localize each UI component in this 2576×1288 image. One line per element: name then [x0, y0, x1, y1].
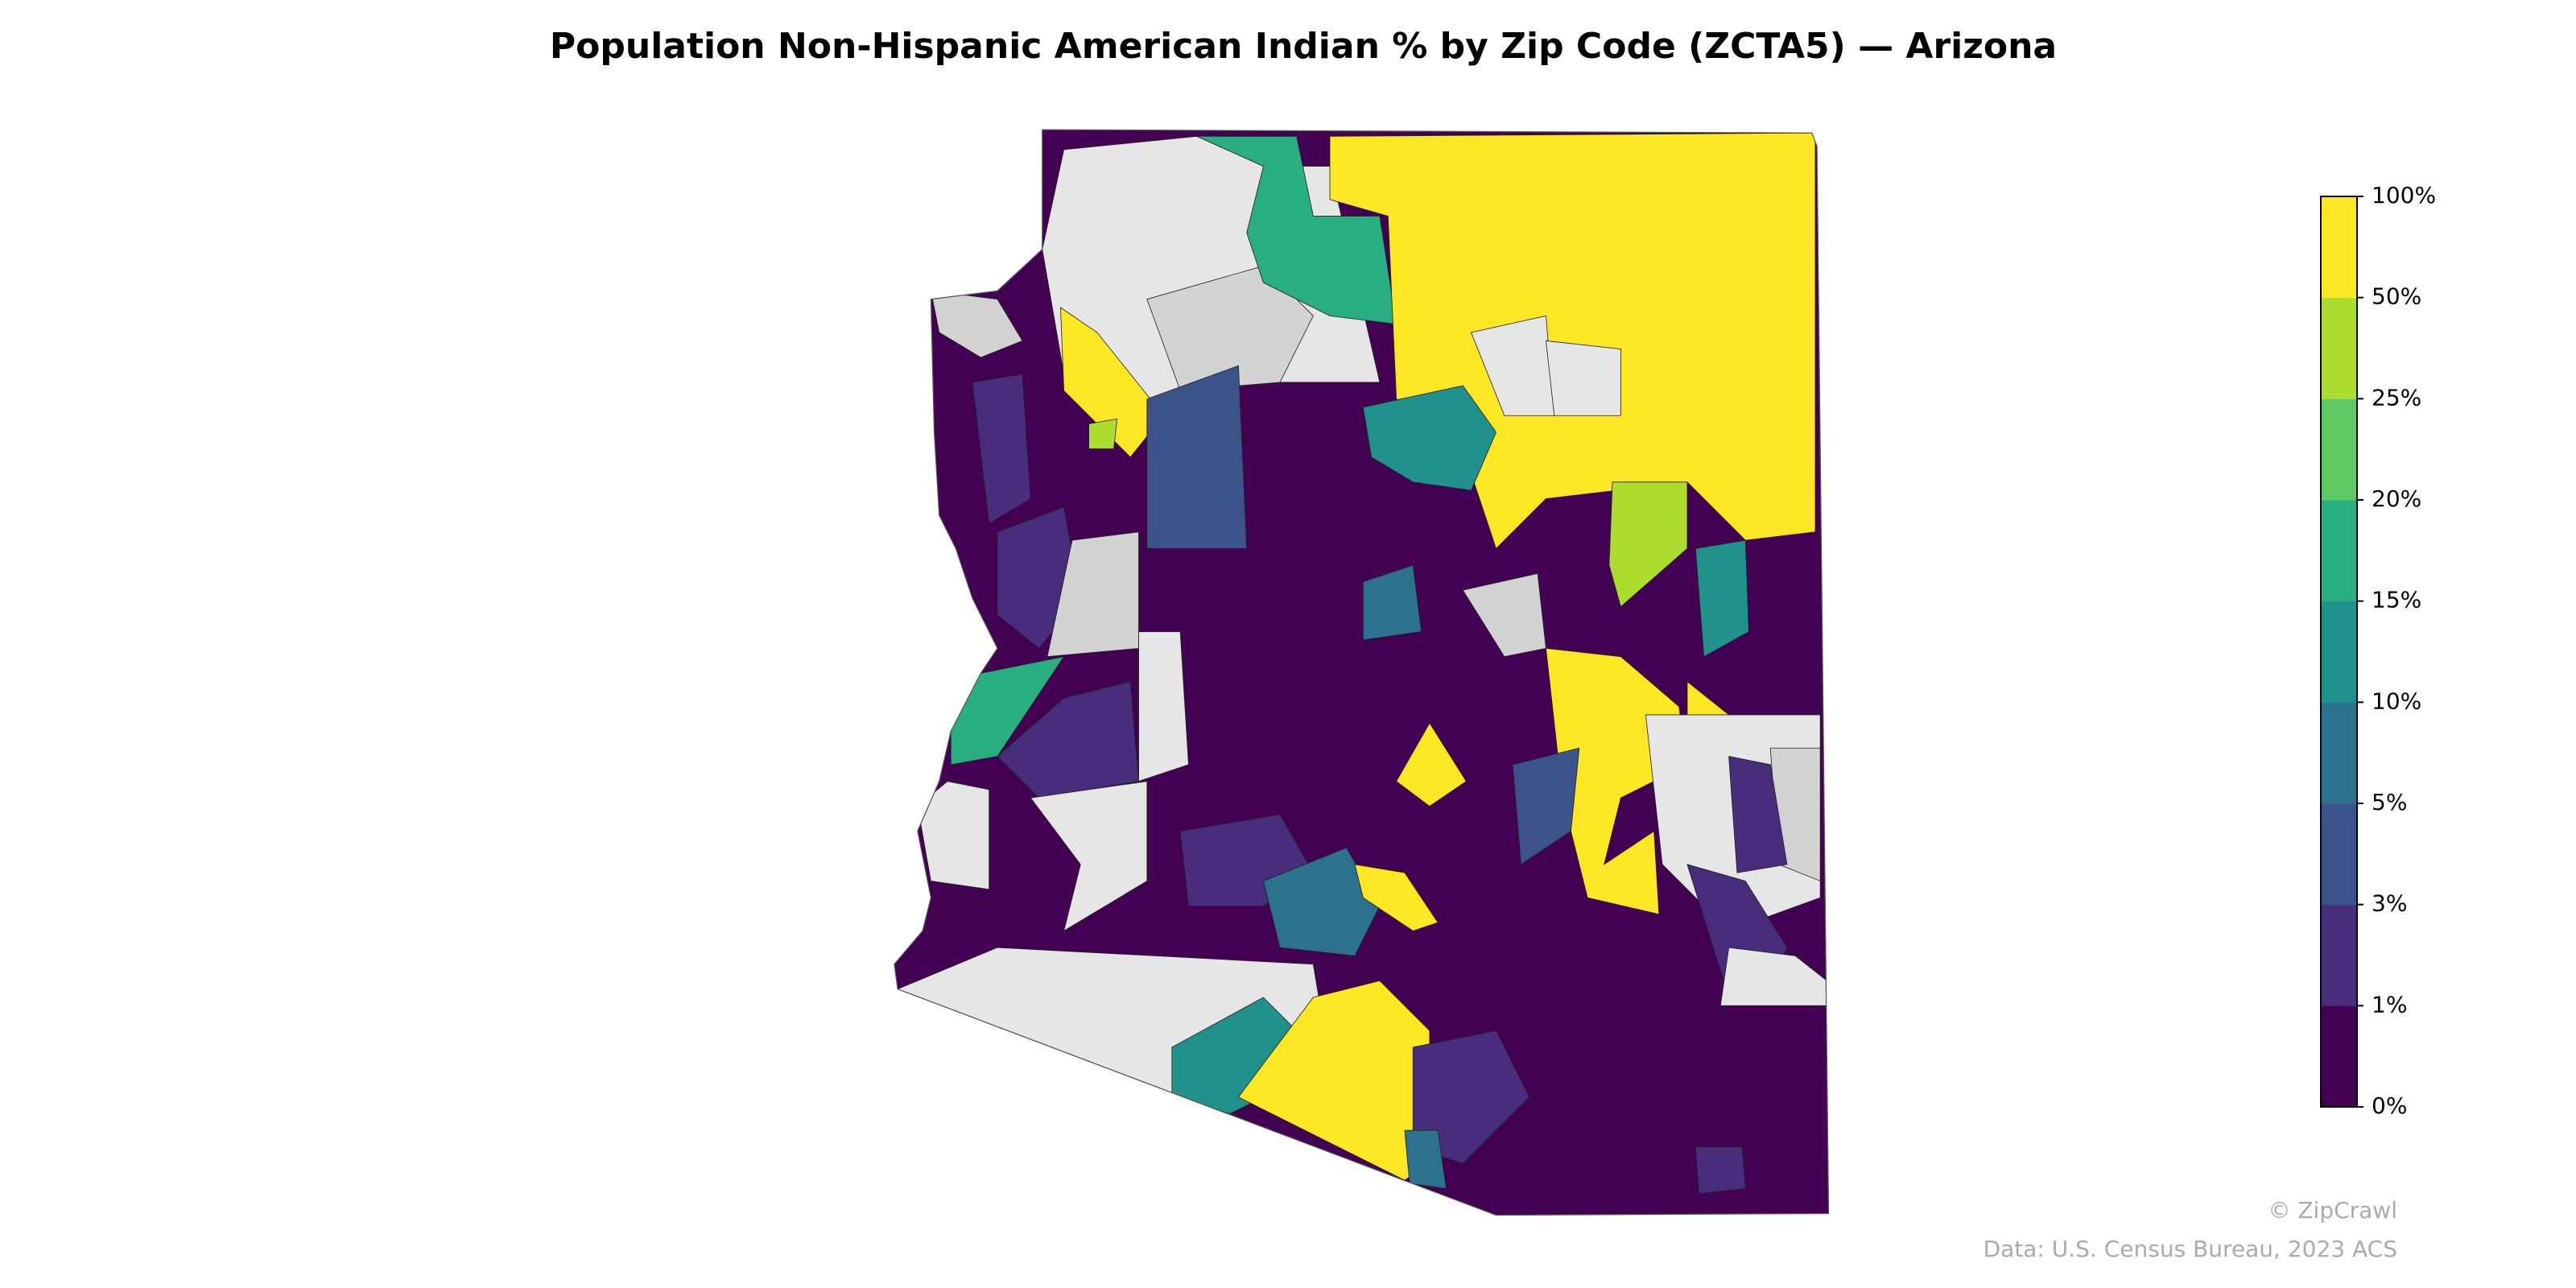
colorbar-segment — [2321, 398, 2357, 501]
colorbar-segment — [2321, 196, 2357, 299]
region — [1329, 132, 1816, 550]
colorbar-segment — [2321, 1005, 2357, 1108]
region — [1512, 747, 1580, 865]
colorbar-tick-label: 50% — [2372, 283, 2421, 310]
region — [1396, 722, 1467, 807]
colorbar-tick-label: 3% — [2372, 890, 2407, 917]
colorbar-segment — [2321, 297, 2357, 399]
colorbar-tick-label: 20% — [2372, 485, 2421, 512]
region — [930, 290, 1023, 358]
colorbar-segment — [2321, 904, 2357, 1006]
colorbar: 0% 1% 3% 5% 10% 15% 20% 25% 50% 100% — [2320, 182, 2436, 1119]
colorbar-tick-label: 25% — [2372, 384, 2421, 411]
region — [1196, 135, 1397, 325]
region — [997, 681, 1139, 799]
region — [1146, 365, 1248, 549]
region — [917, 781, 990, 890]
region — [1362, 564, 1422, 641]
region — [1262, 847, 1381, 956]
colorbar-tick-label: 0% — [2372, 1092, 2407, 1119]
colorbar-tick-label: 5% — [2372, 789, 2407, 815]
region — [1728, 756, 1788, 873]
region — [972, 374, 1031, 525]
state-outline — [894, 129, 1830, 1216]
colorbar-segment — [2321, 803, 2357, 906]
colorbar-tick-label: 1% — [2372, 991, 2407, 1018]
colorbar-segment — [2321, 601, 2357, 703]
region — [1608, 481, 1688, 608]
colorbar-segment — [2321, 702, 2357, 804]
zip-regions — [894, 130, 1829, 1216]
colorbar-segment — [2321, 500, 2357, 602]
region — [1088, 418, 1118, 449]
region — [1719, 947, 1829, 1006]
colorbar-tick-label: 10% — [2372, 687, 2421, 714]
arizona-map — [894, 129, 1830, 1216]
region — [1695, 1146, 1746, 1195]
region — [1146, 265, 1314, 391]
region — [1404, 1129, 1447, 1189]
region — [1138, 631, 1189, 782]
map-title: Population Non-Hispanic American Indian … — [550, 26, 2057, 67]
colorbar-tick-label: 100% — [2372, 182, 2436, 208]
source-note: Data: U.S. Census Bureau, 2023 ACS — [1984, 1236, 2397, 1262]
colorbar-frame — [2320, 196, 2358, 1108]
credit: © ZipCrawl — [2268, 1197, 2397, 1224]
colorbar-tick-label: 15% — [2372, 587, 2421, 613]
region — [1695, 539, 1749, 658]
region — [1362, 385, 1496, 491]
region — [1545, 340, 1621, 416]
region — [1030, 781, 1148, 932]
region — [1354, 864, 1439, 931]
